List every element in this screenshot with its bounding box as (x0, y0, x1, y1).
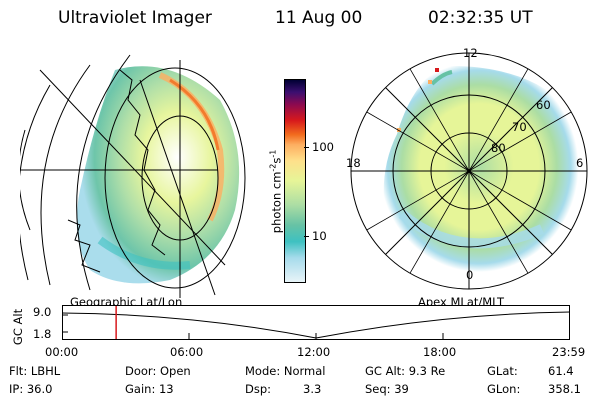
mlt-label-12: 12 (463, 46, 478, 60)
dsp-label: Dsp: (245, 382, 272, 396)
timeline-y-max: 9.0 (33, 305, 52, 319)
glat-value: 61.4 (548, 364, 574, 378)
observation-time: 02:32:35 UT (428, 8, 533, 28)
polar-auroral-image (350, 52, 588, 290)
gain-status: Gain: 13 (125, 382, 174, 396)
gc-altitude-status: GC Alt: 9.3 Re (365, 364, 446, 378)
glat-label: GLat: (487, 364, 518, 378)
geographic-auroral-image (20, 54, 246, 298)
glon-value: 358.1 (548, 382, 581, 396)
mlt-label-6: 6 (576, 156, 584, 170)
filter-status: Flt: LBHL (9, 364, 61, 378)
timeline-y-min: 1.8 (33, 327, 52, 341)
mlt-label-18: 18 (346, 156, 361, 170)
timeline-tick: 23:59 (552, 345, 586, 359)
glon-label: GLon: (487, 382, 521, 396)
mlt-label-0: 0 (466, 268, 474, 282)
colorbar-tick-10: 10 (312, 229, 327, 243)
dsp-value: 3.3 (303, 382, 322, 396)
colorbar-tick (304, 236, 309, 237)
timeline-tick: 12:00 (297, 345, 331, 359)
mode-status: Mode: Normal (245, 364, 326, 378)
colorbar-unit-label: photon cm-2s-1 (268, 149, 284, 234)
timeline-tick: 18:00 (423, 345, 457, 359)
timeline-plot (62, 305, 570, 340)
colorbar (284, 79, 306, 283)
instrument-title: Ultraviolet Imager (58, 8, 212, 28)
sequence-status: Seq: 39 (365, 382, 409, 396)
observation-date: 11 Aug 00 (275, 8, 363, 28)
door-status: Door: Open (125, 364, 191, 378)
timeline-tick: 00:00 (45, 345, 79, 359)
timeline-tick: 06:00 (170, 345, 204, 359)
timeline-y-axis-label: GC Alt (11, 308, 25, 346)
mlat-label-70: 70 (512, 120, 527, 134)
mlat-label-80: 80 (491, 141, 506, 155)
ip-status: IP: 36.0 (9, 382, 53, 396)
colorbar-tick-100: 100 (312, 140, 334, 154)
mlat-label-60: 60 (536, 98, 551, 112)
colorbar-tick (304, 147, 309, 148)
